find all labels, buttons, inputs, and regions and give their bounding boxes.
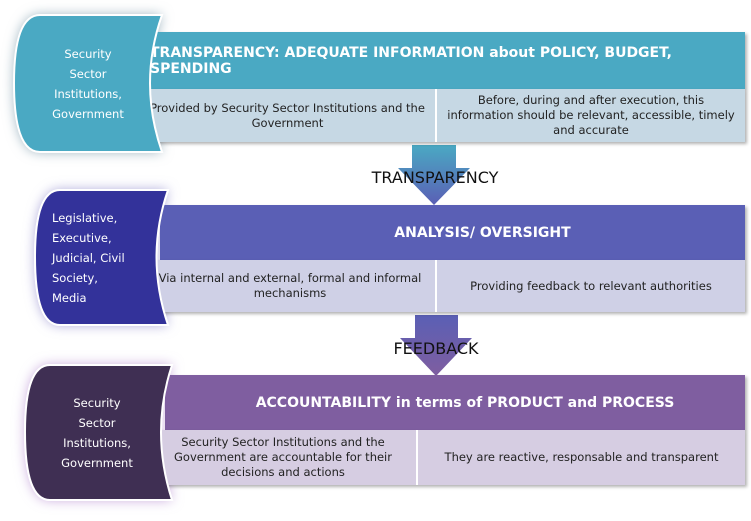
transparency-details: Provided by Security Sector Institutions…	[140, 89, 745, 142]
header-text: ACCOUNTABILITY in terms of PRODUCT and P…	[255, 394, 675, 411]
detail-right: Providing feedback to relevant authoriti…	[470, 278, 712, 293]
actor-label-2: Legislative, Executive, Judicial, Civil …	[52, 210, 125, 305]
actor-shape-1	[12, 14, 164, 153]
actor-shape-overlay-3	[23, 364, 174, 501]
accountability-details: Security Sector Institutions and the Gov…	[150, 430, 745, 485]
transparency-header: TRANSPARENCY: ADEQUATE INFORMATION about…	[140, 32, 745, 89]
detail-right: Before, during and after execution, this…	[447, 93, 735, 137]
detail-left: Via internal and external, formal and in…	[145, 260, 437, 312]
analysis-details: Via internal and external, formal and in…	[145, 260, 745, 312]
header-text: ANALYSIS/ OVERSIGHT	[394, 224, 571, 241]
actor-label-1: Security Sector Institutions, Government	[52, 46, 124, 121]
actor-label-3: Security Sector Institutions, Government	[61, 395, 133, 470]
actor-shape-overlay-2	[33, 189, 170, 326]
arrow-label-transparency: TRANSPARENCY	[371, 168, 499, 187]
accountability-header: ACCOUNTABILITY in terms of PRODUCT and P…	[165, 375, 745, 430]
detail-right: They are reactive, responsable and trans…	[444, 450, 719, 465]
arrow-label-feedback: FEEDBACK	[393, 339, 479, 358]
detail-left: Security Sector Institutions and the Gov…	[150, 430, 418, 485]
arrow-down-feedback	[400, 315, 472, 376]
analysis-header: ANALYSIS/ OVERSIGHT	[160, 205, 745, 260]
arrow-down-transparency	[398, 145, 470, 205]
detail-left: Provided by Security Sector Institutions…	[140, 89, 437, 142]
header-text: TRANSPARENCY: ADEQUATE INFORMATION about…	[150, 44, 672, 77]
